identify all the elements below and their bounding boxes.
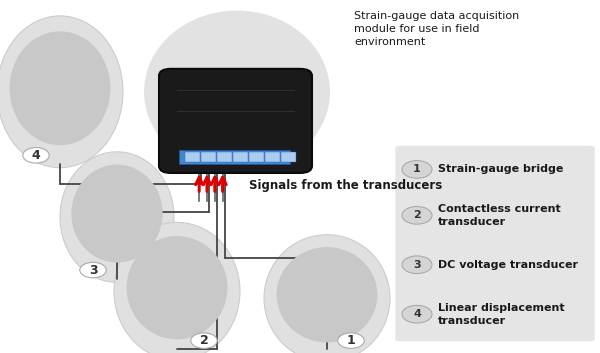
Text: 1: 1 [413, 164, 421, 174]
Bar [185, 152, 200, 162]
Ellipse shape [144, 11, 330, 173]
Bar [179, 150, 290, 164]
Text: Linear displacement
transducer: Linear displacement transducer [438, 303, 565, 325]
Bar [217, 152, 232, 162]
Text: 2: 2 [413, 210, 421, 220]
Circle shape [80, 262, 106, 278]
Bar [281, 152, 296, 162]
Ellipse shape [127, 236, 227, 339]
Bar [265, 152, 280, 162]
Text: Strain-gauge data acquisition
module for use in field
environment: Strain-gauge data acquisition module for… [354, 11, 519, 47]
Ellipse shape [114, 222, 240, 353]
Text: Signals from the transducers: Signals from the transducers [249, 179, 442, 192]
Circle shape [191, 333, 217, 348]
Text: Strain-gauge bridge: Strain-gauge bridge [438, 164, 563, 174]
Text: 1: 1 [347, 334, 355, 347]
Text: 4: 4 [413, 309, 421, 319]
Bar [249, 152, 263, 162]
FancyBboxPatch shape [396, 146, 594, 341]
Bar [201, 152, 215, 162]
Circle shape [23, 148, 49, 163]
Ellipse shape [264, 235, 390, 353]
Text: DC voltage transducer: DC voltage transducer [438, 260, 578, 270]
Circle shape [402, 161, 432, 178]
Ellipse shape [0, 16, 123, 168]
Circle shape [402, 207, 432, 224]
Circle shape [338, 333, 364, 348]
Ellipse shape [60, 152, 174, 282]
Text: 3: 3 [89, 264, 97, 276]
Text: 3: 3 [413, 260, 421, 270]
Bar [233, 152, 248, 162]
Text: 4: 4 [32, 149, 40, 162]
Ellipse shape [10, 31, 110, 145]
Circle shape [402, 256, 432, 274]
Circle shape [402, 305, 432, 323]
Ellipse shape [277, 247, 377, 342]
FancyBboxPatch shape [159, 69, 312, 173]
Text: Contactless current
transducer: Contactless current transducer [438, 204, 561, 227]
Text: 2: 2 [200, 334, 208, 347]
Ellipse shape [71, 164, 163, 263]
